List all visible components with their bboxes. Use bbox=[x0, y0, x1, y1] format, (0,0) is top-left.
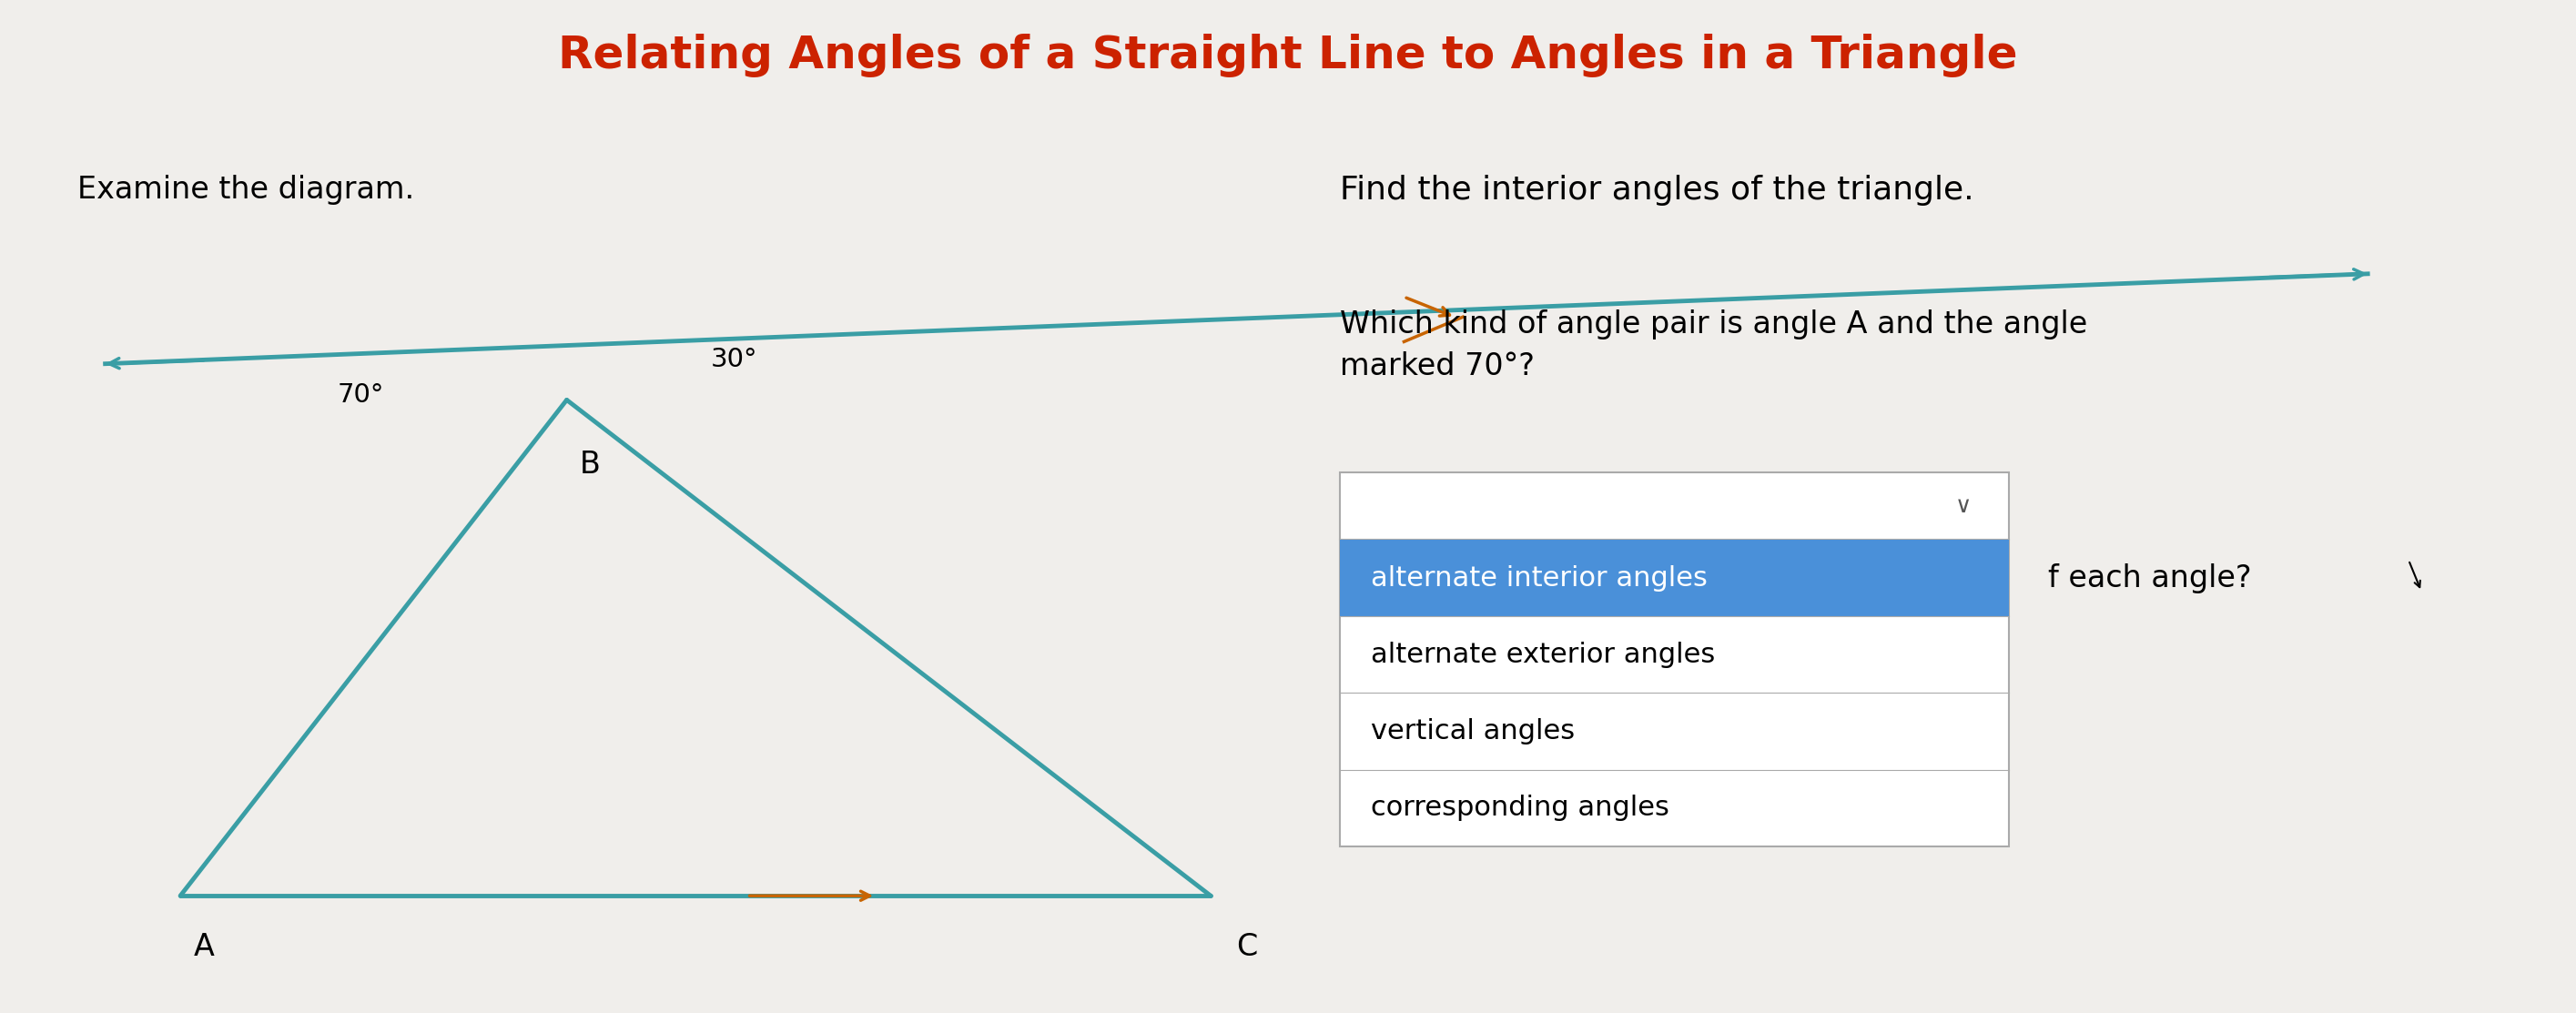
Text: A: A bbox=[193, 932, 214, 962]
Text: B: B bbox=[580, 450, 600, 479]
Text: Examine the diagram.: Examine the diagram. bbox=[77, 174, 415, 205]
Text: corresponding angles: corresponding angles bbox=[1370, 794, 1669, 822]
Text: f each angle?: f each angle? bbox=[2048, 563, 2251, 593]
Text: C: C bbox=[1236, 932, 1257, 962]
Bar bbox=[1340, 472, 2009, 540]
Text: vertical angles: vertical angles bbox=[1370, 718, 1574, 745]
Text: Which kind of angle pair is angle A and the angle
marked 70°?: Which kind of angle pair is angle A and … bbox=[1340, 310, 2087, 382]
Text: ∨: ∨ bbox=[1955, 495, 1971, 517]
Bar bbox=[1340, 540, 2009, 846]
Text: Find the interior angles of the triangle.: Find the interior angles of the triangle… bbox=[1340, 174, 1973, 206]
Text: Relating Angles of a Straight Line to Angles in a Triangle: Relating Angles of a Straight Line to An… bbox=[559, 33, 2017, 78]
Text: alternate exterior angles: alternate exterior angles bbox=[1370, 641, 1716, 668]
Text: alternate interior angles: alternate interior angles bbox=[1370, 565, 1708, 592]
Text: 30°: 30° bbox=[711, 346, 757, 372]
Text: 70°: 70° bbox=[337, 383, 384, 408]
Bar bbox=[1340, 540, 2009, 616]
